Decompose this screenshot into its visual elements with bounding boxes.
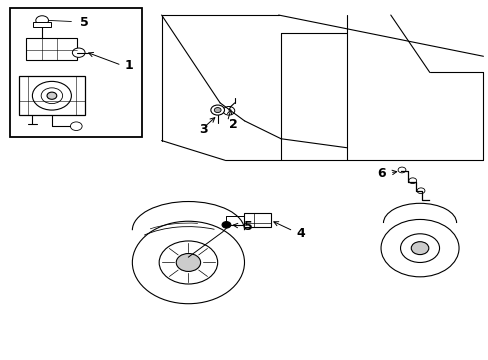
Circle shape	[36, 16, 48, 25]
Text: 3: 3	[199, 122, 208, 136]
Circle shape	[159, 241, 217, 284]
Circle shape	[410, 242, 428, 255]
Bar	[244, 213, 271, 227]
Text: 5: 5	[80, 16, 88, 29]
Circle shape	[397, 167, 405, 173]
Circle shape	[176, 253, 200, 271]
Circle shape	[223, 107, 234, 115]
Text: 1: 1	[125, 59, 134, 72]
Circle shape	[210, 105, 224, 115]
Circle shape	[70, 122, 82, 131]
Bar	[10, 8, 142, 137]
Circle shape	[72, 48, 85, 57]
Circle shape	[32, 81, 71, 110]
Circle shape	[222, 222, 230, 228]
Text: 4: 4	[296, 226, 305, 239]
Circle shape	[400, 234, 439, 262]
Circle shape	[47, 92, 57, 99]
Bar	[19, 76, 85, 116]
Circle shape	[416, 188, 424, 194]
Circle shape	[380, 220, 458, 277]
Text: 5: 5	[244, 220, 253, 233]
Circle shape	[214, 108, 221, 113]
Bar	[33, 22, 51, 27]
Circle shape	[41, 88, 62, 104]
Circle shape	[132, 221, 244, 304]
Text: 6: 6	[377, 167, 385, 180]
Circle shape	[408, 178, 416, 184]
Bar	[26, 39, 77, 60]
Text: 2: 2	[228, 118, 237, 131]
